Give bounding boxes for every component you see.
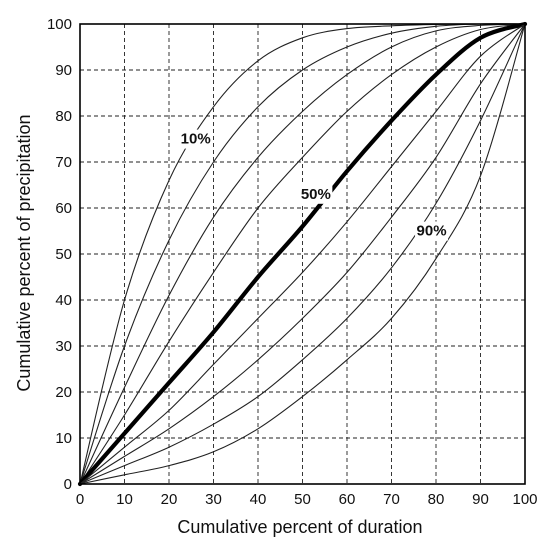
y-tick-label: 0 — [64, 476, 72, 493]
x-tick-label: 30 — [205, 491, 222, 508]
x-tick-label: 20 — [161, 491, 178, 508]
curve-label: 10% — [181, 131, 211, 148]
frame-layer — [79, 23, 526, 485]
x-tick-label: 100 — [512, 491, 537, 508]
series-line-6 — [79, 23, 526, 485]
x-tick-label: 10 — [116, 491, 133, 508]
x-tick-label: 40 — [250, 491, 267, 508]
annotation-background — [415, 221, 449, 241]
series-layer — [77, 21, 528, 487]
grid-layer — [80, 24, 525, 484]
y-tick-label: 60 — [55, 200, 72, 217]
x-axis-title: Cumulative percent of duration — [177, 517, 422, 537]
y-tick-label: 20 — [55, 384, 72, 401]
plot-frame — [79, 23, 526, 485]
y-tick-label: 30 — [55, 338, 72, 355]
annotation-layer: 10% 50% 90% — [179, 129, 449, 241]
y-tick-label: 10 — [55, 430, 72, 447]
x-tick-label: 70 — [383, 491, 400, 508]
y-axis-title: Cumulative percent of precipitation — [14, 114, 34, 391]
x-tick-labels: 0 10 20 30 40 50 60 70 80 90 100 — [76, 491, 538, 508]
y-tick-label: 90 — [55, 62, 72, 79]
y-tick-label: 100 — [47, 16, 72, 33]
y-tick-label: 70 — [55, 154, 72, 171]
x-tick-label: 60 — [339, 491, 356, 508]
y-tick-label: 40 — [55, 292, 72, 309]
y-tick-labels: 0 10 20 30 40 50 60 70 80 90 100 — [47, 16, 72, 493]
curve-label: 90% — [417, 223, 447, 240]
series-line-4 — [79, 23, 526, 485]
series-line-2 — [79, 23, 526, 485]
x-tick-label: 50 — [294, 491, 311, 508]
series-line-5 — [77, 21, 528, 487]
x-tick-label: 80 — [428, 491, 445, 508]
curve-label: 50% — [301, 186, 331, 203]
y-tick-label: 80 — [55, 108, 72, 125]
x-tick-label: 90 — [472, 491, 489, 508]
series-line-8 — [79, 23, 526, 485]
annotation-background — [299, 184, 333, 204]
series-line-9 — [79, 23, 526, 485]
series-line-7 — [79, 23, 526, 485]
y-tick-label: 50 — [55, 246, 72, 263]
x-tick-label: 0 — [76, 491, 84, 508]
annotation-background — [179, 129, 213, 149]
series-line-3 — [79, 23, 526, 485]
